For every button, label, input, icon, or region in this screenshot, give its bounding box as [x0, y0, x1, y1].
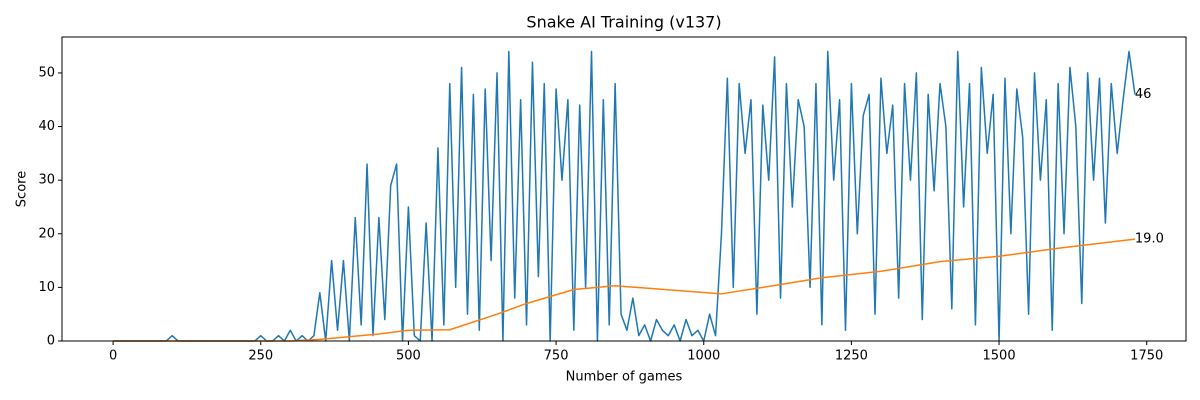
y-tick-label: 50: [38, 65, 55, 80]
y-tick-label: 10: [38, 280, 55, 295]
series-line: [113, 238, 1135, 342]
x-tick-label: 0: [109, 349, 117, 364]
annotation: 46: [1135, 87, 1152, 102]
y-axis-label: Score: [15, 171, 30, 207]
x-tick-label: 1000: [687, 349, 720, 364]
x-tick-label: 250: [248, 349, 273, 364]
y-tick-label: 30: [38, 173, 55, 188]
y-tick-label: 40: [38, 119, 55, 134]
x-tick-label: 750: [544, 349, 569, 364]
x-tick-label: 500: [396, 349, 421, 364]
chart-title: Snake AI Training (v137): [526, 13, 721, 32]
x-axis-label: Number of games: [566, 370, 683, 385]
series-line: [113, 50, 1136, 342]
annotation: 19.0: [1135, 232, 1164, 247]
y-tick-label: 20: [38, 226, 55, 241]
x-tick-label: 1500: [983, 349, 1016, 364]
x-tick-label: 1250: [835, 349, 868, 364]
plot-frame: [61, 36, 1187, 342]
y-tick-label: 0: [47, 334, 55, 349]
x-tick-label: 1750: [1130, 349, 1163, 364]
